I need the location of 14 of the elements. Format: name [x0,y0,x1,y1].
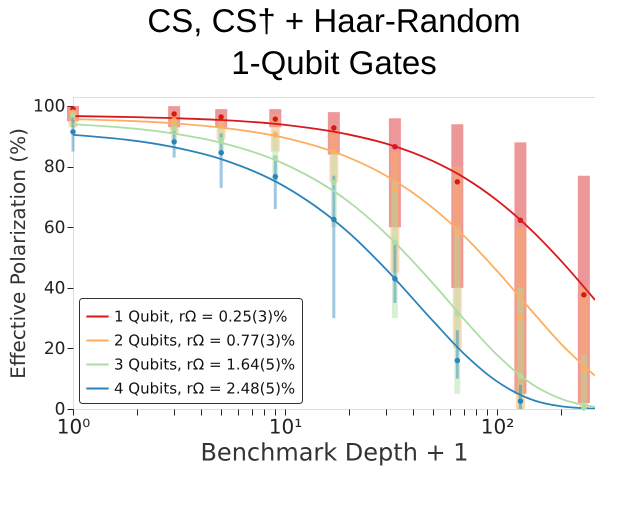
x-axis-title: Benchmark Depth + 1 [200,438,469,466]
y-tick-label: 20 [44,338,66,359]
legend-label: 2 Qubits, rΩ = 0.77(3)% [114,332,296,350]
x-tick-label: 10² [480,414,514,438]
y-tick-label: 100 [33,96,66,117]
x-tick-label: 10¹ [268,414,302,438]
y-tick-label: 80 [44,157,66,178]
legend-label: 3 Qubits, rΩ = 1.64(5)% [114,356,296,374]
legend-label: 4 Qubits, rΩ = 2.48(5)% [114,380,296,398]
y-tick-label: 40 [44,278,66,298]
chart-title: CS, CS† + Haar-Random 1-Qubit Gates [147,2,521,81]
y-tick-label: 60 [44,218,66,238]
legend-label: 1 Qubit, rΩ = 0.25(3)% [114,308,288,326]
y-axis-title: Effective Polarization (%) [6,128,30,379]
